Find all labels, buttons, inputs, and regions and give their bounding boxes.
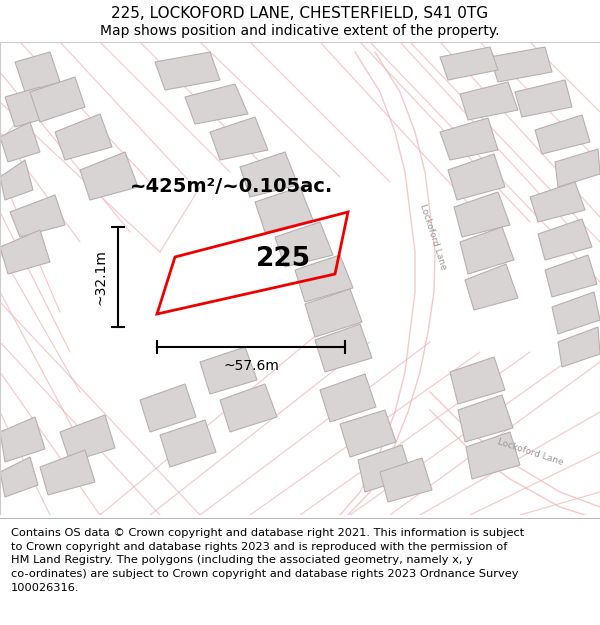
Polygon shape bbox=[535, 115, 590, 154]
Polygon shape bbox=[200, 347, 257, 394]
Polygon shape bbox=[538, 219, 592, 260]
Polygon shape bbox=[5, 87, 50, 127]
Polygon shape bbox=[315, 324, 372, 372]
Polygon shape bbox=[450, 357, 505, 404]
Polygon shape bbox=[440, 118, 498, 160]
Polygon shape bbox=[15, 52, 60, 92]
Polygon shape bbox=[558, 327, 600, 367]
Polygon shape bbox=[240, 152, 298, 197]
Polygon shape bbox=[460, 82, 518, 120]
Text: Lockoford Lane: Lockoford Lane bbox=[418, 203, 448, 271]
Polygon shape bbox=[10, 195, 65, 237]
Text: ~57.6m: ~57.6m bbox=[223, 359, 279, 373]
Text: 225: 225 bbox=[256, 246, 311, 272]
Polygon shape bbox=[60, 415, 115, 462]
Polygon shape bbox=[460, 227, 514, 274]
Polygon shape bbox=[448, 154, 505, 200]
Polygon shape bbox=[0, 230, 50, 274]
Polygon shape bbox=[0, 122, 40, 162]
Polygon shape bbox=[185, 84, 248, 124]
Text: ~32.1m: ~32.1m bbox=[94, 249, 108, 305]
Polygon shape bbox=[30, 77, 85, 122]
Polygon shape bbox=[160, 420, 216, 467]
Text: ~425m²/~0.105ac.: ~425m²/~0.105ac. bbox=[130, 177, 333, 196]
Polygon shape bbox=[0, 457, 38, 497]
Polygon shape bbox=[466, 432, 520, 479]
Polygon shape bbox=[210, 117, 268, 160]
Polygon shape bbox=[458, 395, 513, 442]
Polygon shape bbox=[555, 149, 600, 187]
Polygon shape bbox=[220, 384, 277, 432]
Polygon shape bbox=[305, 289, 362, 337]
Polygon shape bbox=[545, 255, 597, 297]
Polygon shape bbox=[320, 374, 376, 422]
Polygon shape bbox=[380, 458, 432, 502]
Polygon shape bbox=[155, 52, 220, 90]
Polygon shape bbox=[465, 264, 518, 310]
Polygon shape bbox=[552, 292, 600, 334]
Polygon shape bbox=[515, 80, 572, 117]
Polygon shape bbox=[530, 182, 585, 222]
Polygon shape bbox=[454, 192, 510, 237]
Polygon shape bbox=[340, 410, 396, 457]
Polygon shape bbox=[440, 47, 498, 80]
Text: Lockoford Lane: Lockoford Lane bbox=[496, 437, 564, 467]
Polygon shape bbox=[40, 450, 95, 495]
Polygon shape bbox=[255, 187, 313, 232]
Text: 225, LOCKOFORD LANE, CHESTERFIELD, S41 0TG: 225, LOCKOFORD LANE, CHESTERFIELD, S41 0… bbox=[112, 6, 488, 21]
Text: Contains OS data © Crown copyright and database right 2021. This information is : Contains OS data © Crown copyright and d… bbox=[11, 528, 524, 592]
Polygon shape bbox=[0, 417, 45, 462]
Polygon shape bbox=[0, 160, 33, 200]
Polygon shape bbox=[490, 47, 552, 82]
Polygon shape bbox=[55, 114, 112, 160]
Polygon shape bbox=[80, 152, 138, 200]
Polygon shape bbox=[358, 445, 412, 492]
Polygon shape bbox=[295, 255, 353, 302]
Text: Map shows position and indicative extent of the property.: Map shows position and indicative extent… bbox=[100, 24, 500, 38]
Polygon shape bbox=[275, 222, 333, 267]
Polygon shape bbox=[140, 384, 196, 432]
